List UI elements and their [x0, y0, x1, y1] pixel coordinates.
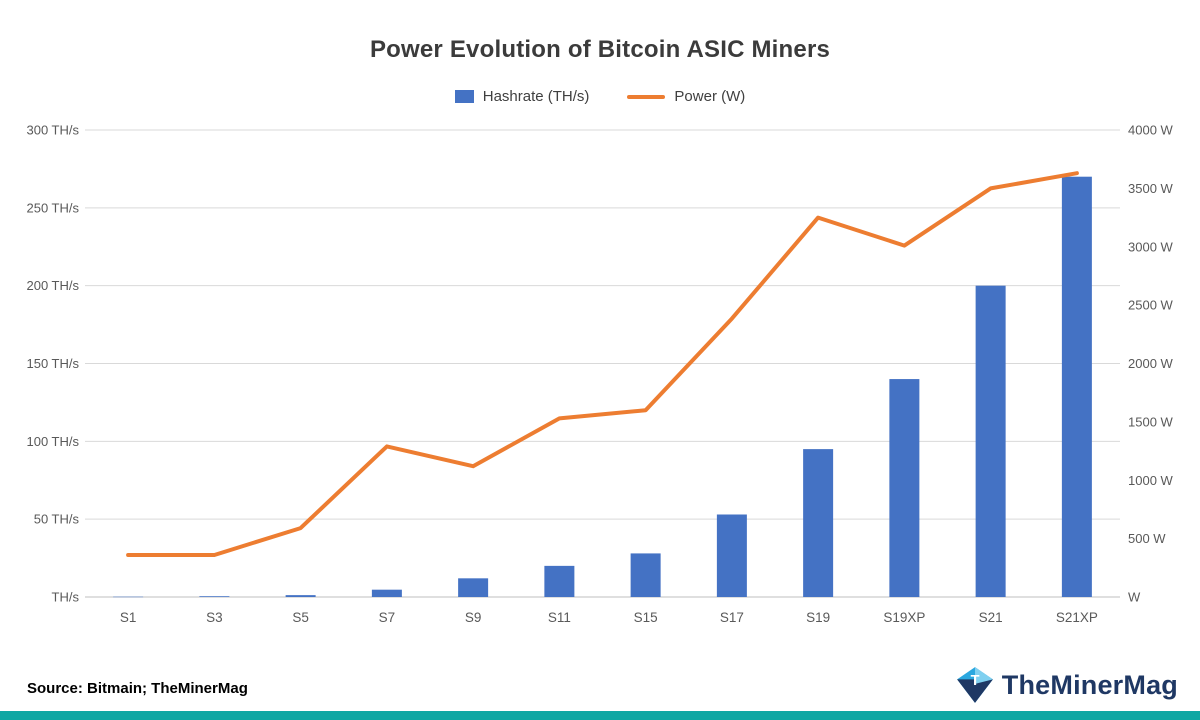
hashrate-swatch-icon: [454, 90, 474, 103]
x-tick-label: S9: [465, 610, 482, 625]
hashrate-bar: [975, 285, 1006, 597]
hashrate-bar: [113, 596, 144, 598]
y-right-tick-label: 1000 W: [1128, 473, 1174, 488]
x-tick-label: S1: [120, 610, 137, 625]
y-left-tick-label: 50 TH/s: [34, 512, 80, 527]
legend-label-power: Power (W): [674, 88, 746, 105]
x-tick-label: S19: [806, 610, 830, 625]
y-right-tick-label: 4000 W: [1128, 123, 1174, 138]
hashrate-bar: [889, 379, 920, 597]
hashrate-bar: [630, 553, 661, 597]
y-right-tick-label: W: [1128, 590, 1141, 605]
svg-text:T: T: [970, 673, 979, 689]
y-left-tick-label: 300 TH/s: [26, 123, 79, 138]
x-tick-label: S11: [548, 610, 571, 625]
x-tick-label: S19XP: [883, 610, 925, 625]
theminermag-logo-text: TheMinerMag: [1001, 669, 1178, 700]
x-tick-label: S17: [720, 610, 744, 625]
y-right-tick-label: 500 W: [1128, 531, 1166, 546]
x-tick-label: S21: [979, 610, 1003, 625]
hashrate-bar: [544, 565, 575, 597]
hashrate-bar: [803, 449, 834, 597]
power-line: [126, 171, 1079, 557]
footer-accent-bar: [0, 711, 1200, 720]
y-left-tick-label: 100 TH/s: [26, 434, 79, 449]
y-left-tick-label: TH/s: [52, 590, 80, 605]
chart-legend: Hashrate (TH/s) Power (W): [0, 88, 1200, 105]
hashrate-bar: [199, 596, 230, 597]
y-right-tick-label: 2000 W: [1128, 356, 1174, 371]
source-attribution: Source: Bitmain; TheMinerMag: [27, 680, 248, 697]
hashrate-bar: [458, 578, 489, 597]
x-tick-label: S3: [206, 610, 223, 625]
x-tick-label: S7: [379, 610, 396, 625]
y-left-tick-label: 200 TH/s: [26, 278, 79, 293]
y-left-tick-label: 150 TH/s: [26, 356, 79, 371]
x-tick-label: S15: [634, 610, 658, 625]
y-right-tick-label: 2500 W: [1128, 298, 1174, 313]
x-tick-label: S21XP: [1056, 610, 1098, 625]
chart-title: Power Evolution of Bitcoin ASIC Miners: [369, 36, 831, 63]
legend-item-power: Power (W): [627, 88, 745, 105]
hashrate-bar: [371, 589, 402, 597]
x-tick-label: S5: [292, 610, 309, 625]
legend-item-hashrate: Hashrate (TH/s): [454, 88, 590, 105]
y-right-tick-label: 3000 W: [1128, 239, 1174, 254]
y-left-tick-label: 250 TH/s: [26, 200, 79, 215]
hashrate-bar: [716, 514, 747, 597]
theminermag-logo: T TheMinerMag: [956, 666, 1178, 704]
hashrate-bar: [285, 595, 316, 597]
hashrate-bar: [1061, 176, 1092, 597]
legend-label-hashrate: Hashrate (TH/s): [482, 88, 590, 105]
y-right-tick-label: 1500 W: [1128, 414, 1174, 429]
power-swatch-icon: [627, 94, 666, 99]
theminermag-logo-icon: T: [956, 667, 993, 703]
y-right-tick-label: 3500 W: [1128, 181, 1174, 196]
